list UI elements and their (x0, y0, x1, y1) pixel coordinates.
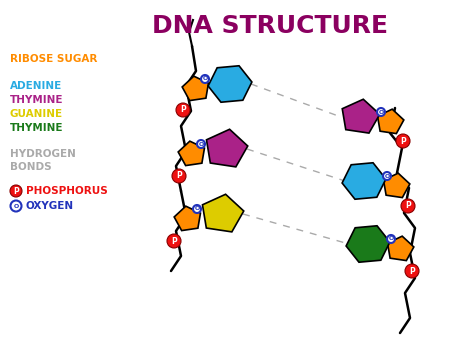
Text: PHOSPHORUS: PHOSPHORUS (26, 186, 108, 196)
Text: P: P (171, 236, 177, 246)
Text: P: P (180, 105, 186, 114)
Circle shape (405, 264, 419, 278)
Text: P: P (405, 201, 411, 211)
Text: O: O (194, 206, 200, 211)
Circle shape (377, 108, 385, 116)
Text: HYDROGEN: HYDROGEN (10, 149, 76, 159)
Polygon shape (342, 163, 386, 199)
Text: O: O (202, 76, 208, 81)
Text: THYMINE: THYMINE (10, 123, 64, 133)
Text: O: O (199, 142, 204, 147)
Text: P: P (13, 187, 19, 195)
Circle shape (172, 169, 186, 183)
Polygon shape (207, 129, 248, 167)
Text: P: P (400, 137, 406, 145)
Polygon shape (178, 141, 204, 166)
Circle shape (197, 140, 205, 148)
Text: GUANINE: GUANINE (10, 109, 63, 119)
Text: P: P (409, 267, 415, 275)
Polygon shape (388, 236, 414, 261)
Polygon shape (383, 173, 410, 198)
Polygon shape (182, 76, 209, 101)
Polygon shape (342, 99, 380, 133)
Text: O: O (378, 109, 383, 114)
Circle shape (401, 199, 415, 213)
Circle shape (387, 235, 395, 243)
Polygon shape (346, 226, 390, 262)
Circle shape (167, 234, 181, 248)
Text: DNA STRUCTURE: DNA STRUCTURE (152, 14, 388, 38)
Text: OXYGEN: OXYGEN (26, 201, 74, 211)
Polygon shape (202, 194, 244, 232)
Polygon shape (377, 109, 404, 133)
Circle shape (10, 185, 22, 197)
Polygon shape (174, 206, 201, 230)
Text: O: O (388, 236, 393, 241)
Text: O: O (13, 204, 18, 209)
Circle shape (10, 200, 21, 211)
Text: BONDS: BONDS (10, 162, 52, 172)
Text: P: P (176, 171, 182, 181)
Circle shape (383, 172, 391, 180)
Text: O: O (384, 173, 390, 178)
Polygon shape (208, 66, 252, 102)
Text: ADENINE: ADENINE (10, 81, 62, 91)
Text: THYMINE: THYMINE (10, 95, 64, 105)
Text: RIBOSE SUGAR: RIBOSE SUGAR (10, 54, 97, 64)
Circle shape (176, 103, 190, 117)
Circle shape (193, 205, 201, 213)
Circle shape (396, 134, 410, 148)
Circle shape (201, 75, 209, 83)
